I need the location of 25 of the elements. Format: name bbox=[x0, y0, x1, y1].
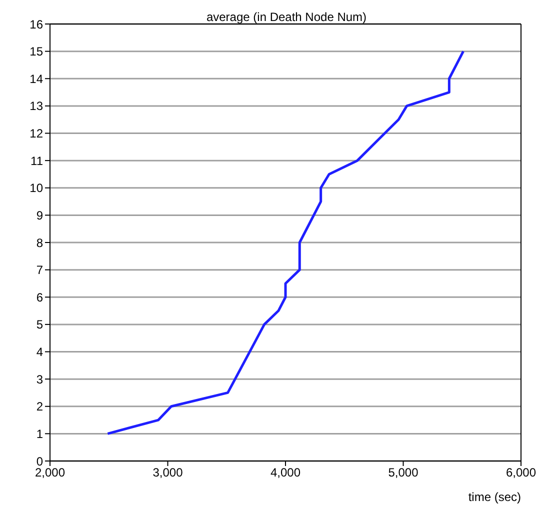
y-tick-label: 10 bbox=[30, 181, 44, 196]
y-tick-label: 4 bbox=[36, 345, 44, 360]
y-tick-label: 2 bbox=[36, 400, 44, 414]
y-tick-label: 8 bbox=[36, 236, 44, 250]
y-tick-label: 15 bbox=[30, 44, 44, 59]
x-tick-label: 2,000 bbox=[34, 466, 66, 480]
y-tick-label: 9 bbox=[36, 208, 44, 222]
y-tick-label: 1 bbox=[36, 426, 44, 441]
chart-title: average (in Death Node Num) bbox=[205, 10, 368, 24]
y-tick-label: 5 bbox=[36, 318, 44, 332]
y-tick-label: 3 bbox=[36, 372, 44, 386]
y-tick-label: 14 bbox=[30, 72, 44, 86]
y-tick-label: 16 bbox=[30, 17, 44, 32]
x-tick-label: 6,000 bbox=[506, 466, 536, 480]
x-axis-title: time (sec) bbox=[468, 490, 521, 504]
y-tick-label: 11 bbox=[30, 154, 44, 168]
y-tick-label: 7 bbox=[36, 263, 44, 278]
x-tick-label: 4,000 bbox=[270, 466, 301, 480]
x-tick-label: 3,000 bbox=[152, 466, 184, 480]
x-tick-label: 5,000 bbox=[388, 466, 419, 480]
line-series bbox=[106, 50, 465, 435]
y-tick-label: 13 bbox=[30, 99, 44, 114]
y-tick-label: 6 bbox=[36, 290, 44, 304]
y-tick-label: 12 bbox=[30, 126, 44, 141]
y-tick-label: 0 bbox=[36, 454, 44, 468]
